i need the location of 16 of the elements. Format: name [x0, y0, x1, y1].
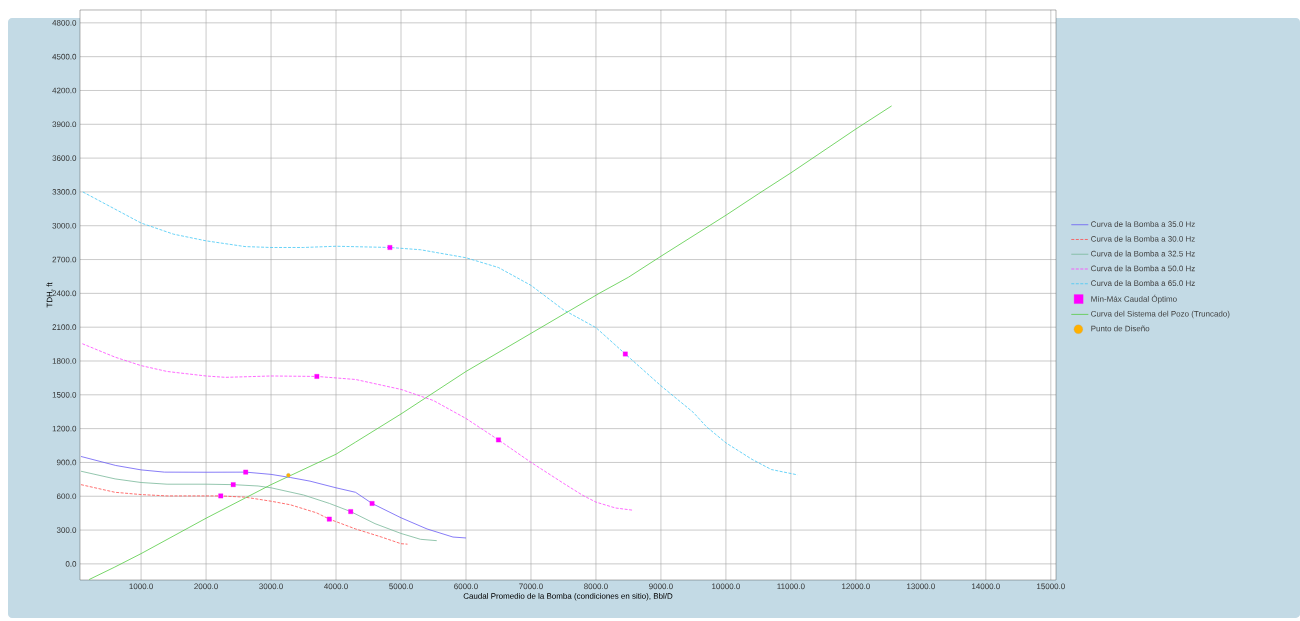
- point: [369, 501, 375, 506]
- point: [387, 245, 393, 250]
- line-series: [81, 343, 634, 511]
- line-series: [80, 456, 467, 539]
- point: [348, 509, 354, 514]
- point: [496, 437, 501, 443]
- point: [286, 473, 291, 478]
- point: [230, 482, 236, 487]
- point: [622, 351, 628, 357]
- line-series: [88, 105, 893, 580]
- point: [314, 374, 320, 379]
- line-series: [82, 191, 798, 476]
- point: [218, 493, 224, 499]
- line-series: [80, 470, 438, 542]
- point: [326, 516, 332, 522]
- point: [243, 469, 249, 475]
